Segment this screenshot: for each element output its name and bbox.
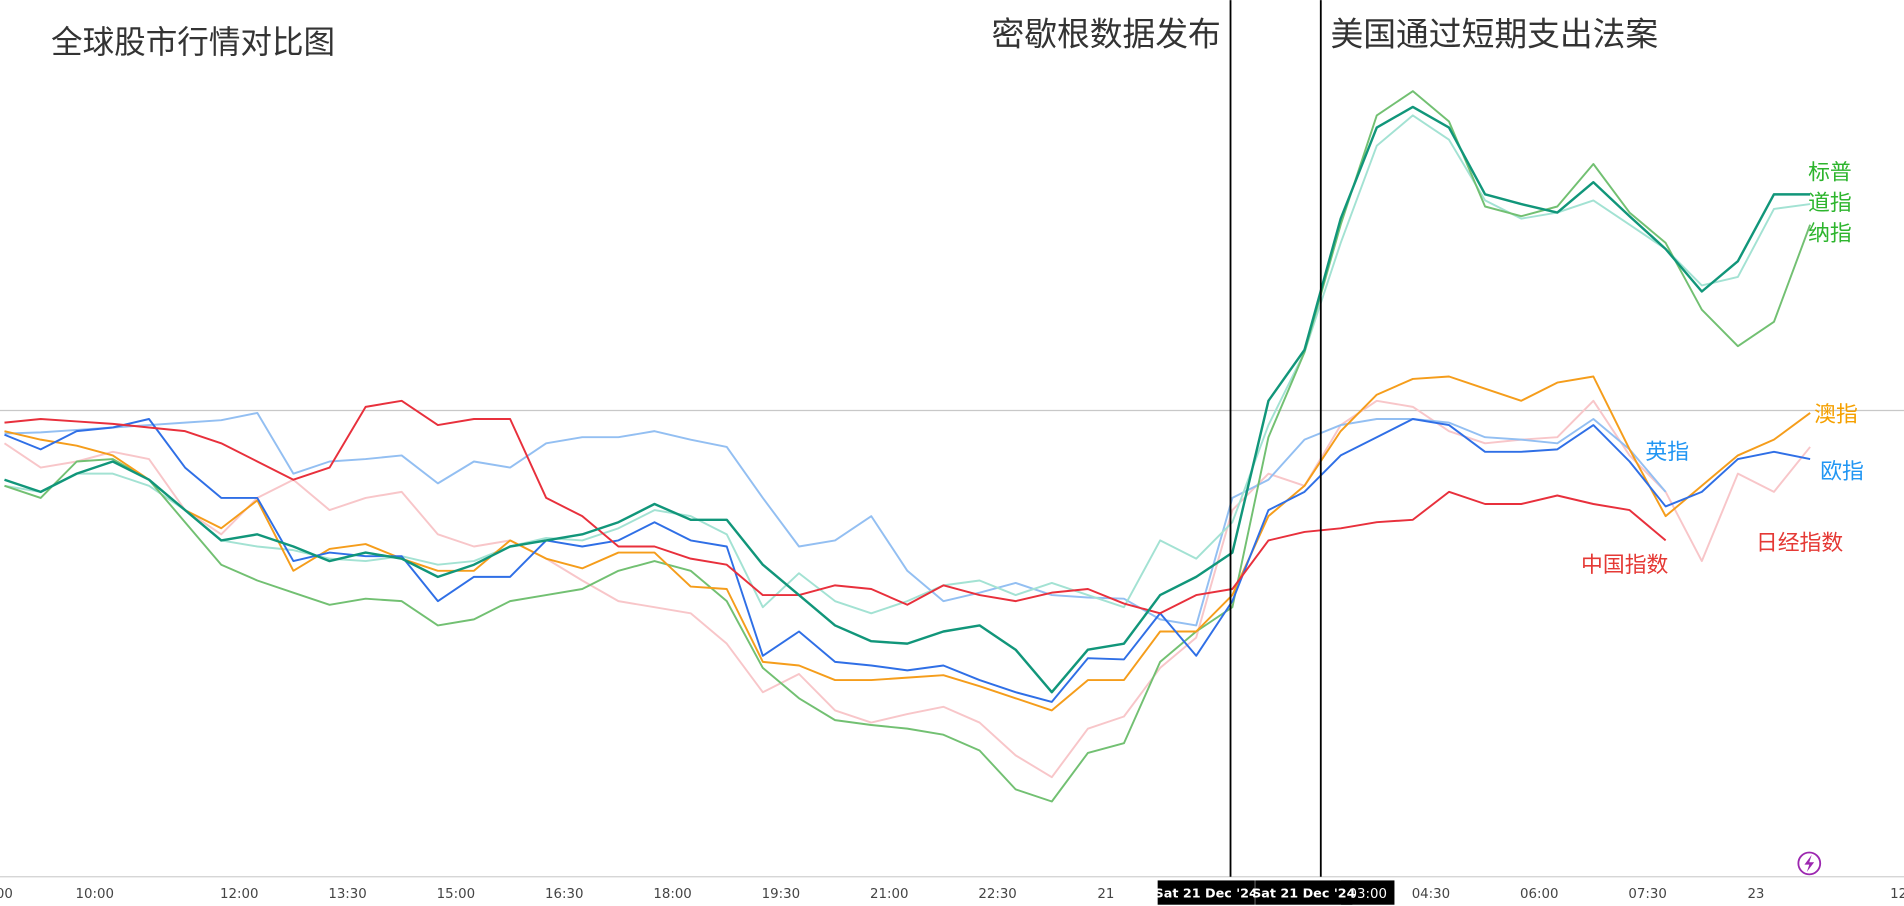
crosshair-label-box xyxy=(1255,880,1353,905)
crosshair-label: Sat 21 Dec '24 xyxy=(1252,886,1356,901)
x-tick-label: 16:30 xyxy=(545,887,583,902)
x-tick-label: 12:00 xyxy=(1890,887,1904,902)
legend-label: 日经指数 xyxy=(1756,531,1844,556)
x-tick-label: 06:00 xyxy=(1520,887,1558,902)
x-tick-label: 21 xyxy=(1097,887,1114,902)
lightning-icon[interactable] xyxy=(1797,851,1822,876)
series-line xyxy=(4,375,1811,712)
series-line xyxy=(4,105,1811,694)
series-line xyxy=(4,399,1667,615)
x-tick-label: 18:00 xyxy=(653,887,691,902)
x-tick-label: 19:30 xyxy=(762,887,800,902)
series-line xyxy=(4,418,1811,703)
x-tick-label: 04:30 xyxy=(1412,887,1450,902)
legend-label: 欧指 xyxy=(1820,459,1864,484)
event-label: 密歇根数据发布 xyxy=(991,16,1220,54)
legend-label: 英指 xyxy=(1645,440,1689,465)
crosshair-label-box xyxy=(1157,880,1255,905)
legend-label: 中国指数 xyxy=(1581,553,1669,578)
x-tick-label: 13:30 xyxy=(328,887,366,902)
series-line xyxy=(4,90,1812,803)
x-tick-label: 03:00 xyxy=(1349,887,1387,902)
x-tick-label: 21:00 xyxy=(870,887,908,902)
crosshair-label: Sat 21 Dec '24 xyxy=(1155,886,1259,901)
x-tick-label: 12:00 xyxy=(220,887,258,902)
x-tick-label: 09:00 xyxy=(0,887,13,902)
series-line xyxy=(3,399,1811,779)
legend-label: 道指 xyxy=(1808,191,1852,216)
x-tick-label: 22:30 xyxy=(978,887,1016,902)
legend-label: 澳指 xyxy=(1814,402,1858,427)
icon-bolt[interactable] xyxy=(1804,854,1815,872)
x-tick-label: 23 xyxy=(1747,887,1764,902)
legend-label: 标普 xyxy=(1808,161,1852,186)
icon-ring[interactable] xyxy=(1797,851,1822,876)
series-line xyxy=(4,411,1667,627)
event-label: 美国通过短期支出法案 xyxy=(1331,16,1659,54)
legend-label: 纳指 xyxy=(1808,221,1852,246)
x-tick-label: 10:00 xyxy=(76,887,114,902)
x-tick-label: 07:30 xyxy=(1628,887,1666,902)
x-tick-label: 15:00 xyxy=(437,887,475,902)
chart-title: 全球股市行情对比图 xyxy=(51,25,335,61)
